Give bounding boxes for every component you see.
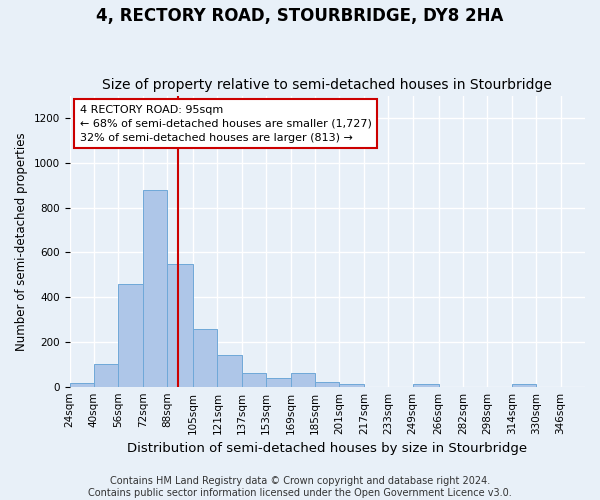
Bar [242, 374, 266, 386]
Bar [512, 384, 536, 386]
Bar [118, 284, 143, 386]
Bar [94, 364, 118, 386]
Bar [70, 384, 94, 386]
Bar [290, 374, 315, 386]
Title: Size of property relative to semi-detached houses in Stourbridge: Size of property relative to semi-detach… [103, 78, 552, 92]
Bar [413, 384, 439, 386]
Text: 4, RECTORY ROAD, STOURBRIDGE, DY8 2HA: 4, RECTORY ROAD, STOURBRIDGE, DY8 2HA [97, 8, 503, 26]
Bar [143, 190, 167, 386]
Bar [266, 378, 290, 386]
Y-axis label: Number of semi-detached properties: Number of semi-detached properties [15, 132, 28, 350]
Bar [315, 382, 340, 386]
Text: 4 RECTORY ROAD: 95sqm
← 68% of semi-detached houses are smaller (1,727)
32% of s: 4 RECTORY ROAD: 95sqm ← 68% of semi-deta… [80, 104, 372, 142]
Bar [340, 384, 364, 386]
Text: Contains HM Land Registry data © Crown copyright and database right 2024.
Contai: Contains HM Land Registry data © Crown c… [88, 476, 512, 498]
Bar [167, 264, 193, 386]
Bar [217, 356, 242, 386]
Bar [193, 328, 217, 386]
X-axis label: Distribution of semi-detached houses by size in Stourbridge: Distribution of semi-detached houses by … [127, 442, 527, 455]
